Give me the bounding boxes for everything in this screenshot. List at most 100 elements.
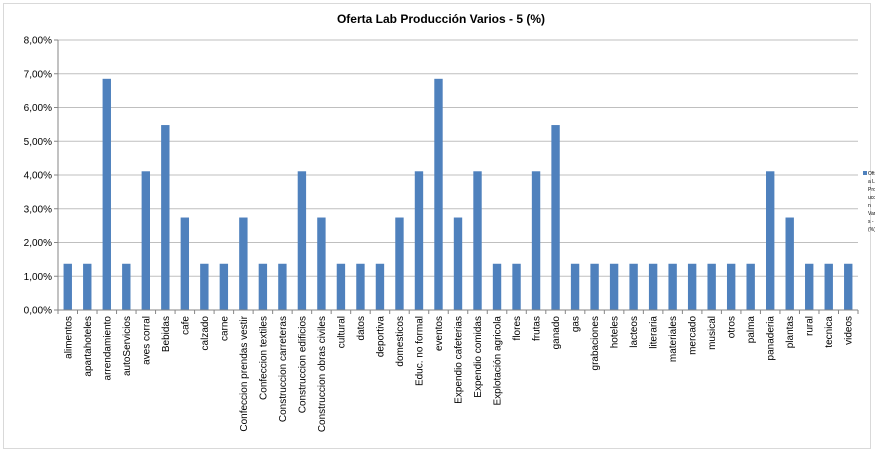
x-tick-label: datos [356,316,367,340]
x-tick-label: apartahoteles [83,316,94,377]
bar [629,263,638,310]
x-tick-label: musical [707,316,718,350]
bar [648,263,658,310]
y-tick-label: 0,00% [24,306,52,317]
x-tick-label: lacteos [629,316,640,348]
x-tick-label: deportiva [375,316,386,358]
bar [180,217,190,310]
legend: Oft a L Pro ucc n Var s - (%) [863,171,875,233]
x-tick-label: materiales [668,316,679,362]
bar [356,263,365,310]
bar [278,263,287,310]
x-tick-label: cultural [336,316,347,348]
x-axis-ticks: alimentos apartahoteles arrendamiento autoS… [57,310,859,432]
bar [785,217,794,310]
y-tick-label: 1,00% [24,272,52,283]
bar [512,263,521,310]
bar [824,263,833,310]
bar [492,263,502,310]
bar [141,171,150,310]
y-tick-label: 8,00% [24,36,52,47]
x-tick-label: ganado [551,316,562,350]
x-tick-label: calzado [200,316,211,351]
bar [219,263,229,310]
bar [375,263,385,310]
bar [609,263,619,310]
x-tick-label: Expendio comidas [473,316,484,398]
y-tick-label: 3,00% [24,204,52,215]
x-tick-label: domesticos [395,316,406,367]
x-tick-label: palma [746,316,757,344]
bar [258,263,268,310]
y-axis-ticks: 0,00% 1,00% 2,00% 3,00% 4,00% 5,00% 6,00% 7,00%… [24,36,58,317]
bar [531,171,541,310]
bar [102,78,111,310]
x-tick-label: Construccion carreteras [278,316,289,422]
bar [395,217,404,310]
x-tick-label: cafe [180,316,191,335]
bar [161,125,170,310]
bars [63,78,853,310]
x-tick-label: rural [805,316,816,336]
y-tick-label: 6,00% [24,103,52,114]
bar [473,171,482,310]
x-tick-label: Explotación agricola [493,316,504,406]
x-tick-label: gas [571,316,582,332]
y-tick-label: 7,00% [24,69,52,80]
legend-swatch [863,171,867,175]
x-tick-label: mercado [688,316,699,355]
bar [453,217,463,310]
x-tick-label: tecnica [824,316,835,348]
bar [336,263,346,310]
x-tick-label: frutas [532,316,543,341]
bar [414,171,424,310]
bar [434,78,443,310]
y-tick-label: 5,00% [24,137,52,148]
legend-label: ucc [868,195,875,201]
bar [805,263,814,310]
bar [746,263,755,310]
bar [844,263,853,310]
bar [687,263,697,310]
y-tick-label: 4,00% [24,171,52,182]
x-tick-label: literaria [649,316,660,349]
bar [200,263,209,310]
bar [297,171,307,310]
x-tick-label: Construccion obras civiles [317,316,328,432]
legend-label: n [868,203,871,209]
legend-label: (%) [868,227,875,233]
x-tick-label: plantas [785,316,796,348]
legend-label: Var [868,211,875,217]
chart-title: Oferta Lab Producción Varios - 5 (%) [337,12,545,26]
x-tick-label: alimentos [63,316,74,359]
bar [668,263,677,310]
x-tick-label: carne [219,316,230,341]
bar [551,125,560,310]
x-tick-label: grabaciones [590,316,601,370]
bar [570,263,580,310]
bar [766,171,775,310]
gridlines [58,39,858,277]
x-tick-label: Expendio cafeterias [454,316,465,404]
bar [63,263,72,310]
x-tick-label: autoServicios [122,316,133,376]
x-tick-label: hoteles [610,316,621,348]
bar [239,217,248,310]
bar [122,263,131,310]
legend-label: s - [868,219,874,225]
bar [726,263,736,310]
bar [317,217,326,310]
x-tick-label: arrendamiento [102,316,113,381]
legend-label: Oft [868,171,875,177]
y-tick-label: 2,00% [24,238,52,249]
x-tick-label: aves corral [141,316,152,365]
x-tick-label: flores [512,316,523,340]
x-tick-label: Construccion edificios [297,316,308,413]
x-tick-label: Bebidas [161,316,172,352]
bar [590,263,599,310]
legend-label: a L [868,179,875,185]
x-tick-label: Educ. no formal [414,316,425,386]
legend-label: Pro [868,187,875,193]
x-tick-label: Confeccion prendas vestir [239,315,250,431]
